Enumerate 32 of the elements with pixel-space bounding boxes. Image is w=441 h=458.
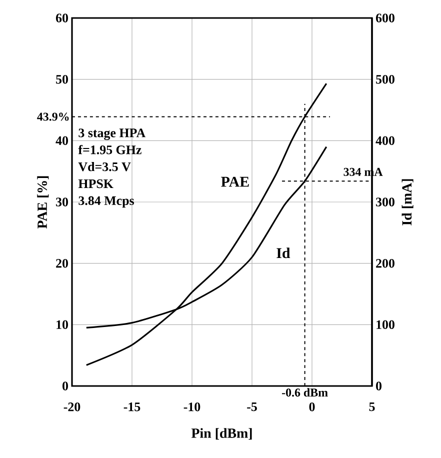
- y-tick-label: 60: [56, 14, 68, 22]
- y-tick-label: 50: [56, 74, 68, 84]
- y2-tick-label: 500: [376, 74, 394, 84]
- y-axis-title: PAE [%]: [37, 176, 49, 229]
- series-label: PAE: [221, 176, 249, 187]
- annotation: 3 stage HPA: [78, 128, 146, 140]
- y2-tick-label: 0: [376, 382, 382, 390]
- series-label: Id: [276, 248, 290, 258]
- annotation: Vd=3.5 V: [78, 162, 131, 172]
- x-tick-label: 5: [369, 402, 375, 412]
- y-tick-label: 0: [62, 382, 68, 390]
- annotation: HPSK: [78, 179, 114, 188]
- x-tick-label: 0: [309, 402, 315, 412]
- annotation: f=1.95 GHz: [78, 144, 142, 154]
- x-tick-label: -20: [64, 402, 80, 412]
- annotation: 3.84 Mcps: [78, 196, 134, 208]
- x-axis-title: Pin [dBm]: [191, 428, 252, 440]
- y2-axis-title: Id [mA]: [402, 179, 414, 226]
- y-tick-label: 30: [56, 198, 68, 206]
- y-tick-label: 20: [56, 258, 68, 268]
- x-tick-label: -10: [184, 402, 200, 412]
- ref-line-label: -0.6 dBm: [282, 388, 328, 397]
- y-tick-label: 10: [56, 320, 68, 330]
- x-tick-label: -5: [247, 402, 257, 412]
- y2-tick-label: 600: [376, 14, 394, 22]
- y2-tick-label: 200: [376, 258, 394, 268]
- y2-tick-label: 100: [376, 320, 394, 330]
- y2-tick-label: 300: [376, 198, 394, 206]
- y2-tick-label: 400: [376, 136, 394, 146]
- ref-line-label: 43.9%: [37, 112, 69, 121]
- y-tick-label: 40: [56, 136, 68, 146]
- x-tick-label: -15: [124, 402, 140, 412]
